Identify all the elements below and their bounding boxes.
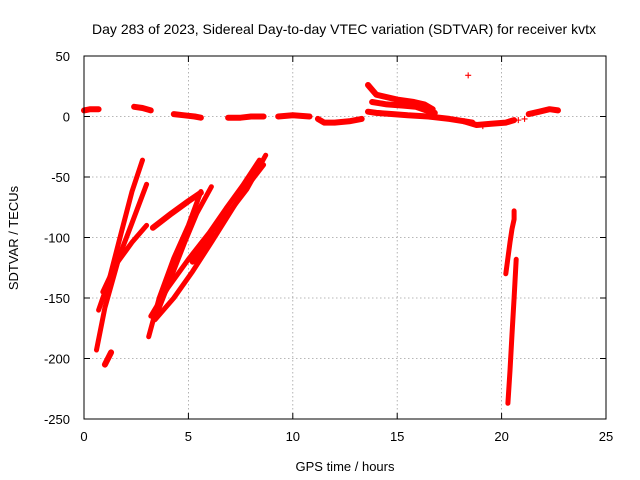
series-line-arc-15: [100, 222, 150, 295]
x-tick-label: 15: [390, 429, 404, 444]
axis-ticks: 0 5 10 15 20 25 50 0 -50 -100 -150 -200 -250: [44, 49, 613, 444]
data-point: [479, 123, 486, 130]
series-line-arc-21: [189, 232, 217, 265]
data-series: [81, 72, 561, 406]
x-tick-label: 25: [599, 429, 613, 444]
x-tick-label: 20: [494, 429, 508, 444]
y-tick-label: 0: [63, 110, 70, 125]
x-axis-label: GPS time / hours: [296, 459, 395, 474]
data-point: [515, 117, 522, 124]
y-axis-label: SDTVAR / TECUs: [6, 185, 21, 290]
plot-frame: [83, 55, 607, 420]
grid-lines: [84, 56, 606, 419]
series-line-arc-4: [170, 111, 204, 121]
series-line-arc-3: [131, 103, 154, 114]
data-point: [521, 115, 528, 122]
y-tick-label: -50: [51, 170, 70, 185]
series-line-arc-11: [461, 117, 518, 128]
x-tick-label: 10: [286, 429, 300, 444]
series-line-arc-8: [365, 108, 476, 126]
chart-title: Day 283 of 2023, Sidereal Day-to-day VTE…: [92, 21, 596, 37]
y-tick-label: -250: [44, 412, 70, 427]
series-line-arc-14: [94, 181, 150, 353]
series-line-arc-22: [198, 152, 269, 247]
series-line-arc-20: [149, 189, 204, 231]
x-tick-label: 0: [80, 429, 87, 444]
series-line-arc-6: [275, 112, 313, 120]
series-line-arc-1: [81, 106, 102, 114]
series-line-arc-7: [314, 115, 365, 126]
y-tick-label: 50: [56, 49, 70, 64]
y-tick-label: -200: [44, 352, 70, 367]
data-point: [465, 72, 472, 79]
y-tick-label: -100: [44, 231, 70, 246]
series-line-arc-24: [505, 256, 519, 406]
y-tick-label: -150: [44, 291, 70, 306]
series-line-arc-23: [503, 208, 517, 277]
series-line-arc-2: [101, 349, 115, 368]
series-line-arc-5: [225, 113, 267, 121]
x-tick-label: 5: [185, 429, 192, 444]
series-line-arc-12: [525, 106, 561, 118]
series-line-arc-10: [369, 99, 438, 116]
series-line-arc-9: [365, 82, 436, 113]
